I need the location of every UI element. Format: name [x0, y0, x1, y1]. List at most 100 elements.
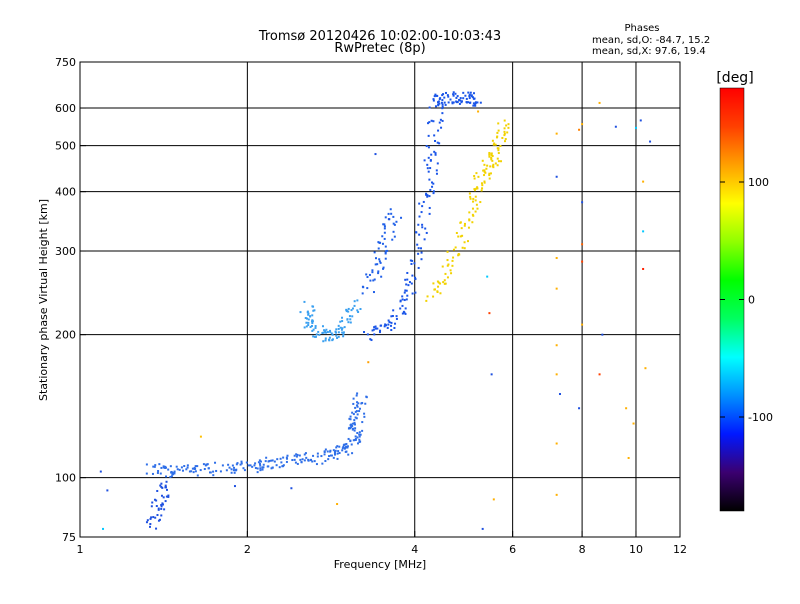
trace-point [382, 267, 385, 270]
scatter-point [555, 175, 558, 178]
trace-point [347, 307, 350, 310]
trace-point [161, 502, 164, 505]
trace-point [421, 223, 424, 226]
trace-point [433, 95, 436, 98]
trace-point [496, 135, 499, 138]
trace-point [336, 452, 339, 455]
trace-point [230, 468, 233, 471]
trace-point [497, 129, 500, 132]
trace-point [167, 468, 170, 471]
trace-point [488, 153, 491, 156]
trace-point [346, 446, 349, 449]
trace-point [167, 494, 170, 497]
trace-point [489, 172, 492, 175]
trace-point [456, 95, 459, 98]
trace-point [374, 327, 377, 330]
trace-point [356, 299, 359, 302]
trace-point [172, 473, 175, 476]
trace-point [460, 227, 463, 230]
trace-point [403, 291, 406, 294]
trace-point [313, 309, 316, 312]
trace-point [314, 325, 317, 328]
trace-point [418, 233, 421, 236]
trace-point [356, 309, 359, 312]
x-axis-label: Frequency [MHz] [334, 558, 426, 571]
trace-point [159, 484, 162, 487]
trace-point [340, 328, 343, 331]
trace-point [324, 460, 327, 463]
trace-point [354, 427, 357, 430]
trace-point [475, 203, 478, 206]
trace-point [507, 123, 510, 126]
trace-point [393, 235, 396, 238]
trace-point [494, 162, 497, 165]
trace-point [473, 174, 476, 177]
trace-point [427, 146, 430, 149]
trace-point [426, 167, 429, 170]
trace-point [356, 442, 359, 445]
trace-point [433, 134, 436, 137]
scatter-point [555, 344, 558, 347]
trace-point [330, 332, 333, 335]
y-tick-label: 400 [55, 186, 76, 199]
trace-point [323, 453, 326, 456]
trace-point [386, 249, 389, 252]
trace-point [295, 453, 298, 456]
trace-point [490, 154, 493, 157]
trace-point [384, 245, 387, 248]
trace-point [383, 237, 386, 240]
trace-point [359, 433, 362, 436]
trace-point [459, 221, 462, 224]
trace-point [338, 452, 341, 455]
scatter-point [644, 367, 647, 370]
trace-point [468, 93, 471, 96]
trace-point [451, 259, 454, 262]
trace-point [361, 429, 364, 432]
trace-point [345, 442, 348, 445]
trace-point [149, 517, 152, 520]
trace-point [457, 254, 460, 257]
trace-point [459, 97, 462, 100]
trace-point [443, 282, 446, 285]
trace-point [254, 462, 257, 465]
trace-point [415, 231, 418, 234]
trace-point [377, 247, 380, 250]
trace-point [474, 199, 477, 202]
trace-point [393, 223, 396, 226]
trace-point [348, 315, 351, 318]
trace-point [156, 471, 159, 474]
trace-point [305, 321, 308, 324]
trace-point [278, 466, 281, 469]
x-tick-label: 1 [77, 543, 84, 556]
trace-point [145, 463, 148, 466]
scatter-point [555, 287, 558, 290]
trace-point [377, 241, 380, 244]
trace-point [503, 132, 506, 135]
stats-line-o: mean, sd,O: -84.7, 15.2 [592, 35, 710, 46]
trace-point [247, 464, 250, 467]
trace-point [497, 160, 500, 163]
trace-point [473, 177, 476, 180]
trace-point [435, 172, 438, 175]
scatter-point [199, 435, 202, 438]
trace-point [351, 411, 354, 414]
trace-point [437, 104, 440, 107]
trace-point [454, 92, 457, 95]
trace-point [470, 95, 473, 98]
trace-point [479, 101, 482, 104]
trace-point [355, 417, 358, 420]
y-axis-label: Stationary phase Virtual Height [km] [37, 199, 50, 401]
trace-point [349, 321, 352, 324]
trace-point [485, 167, 488, 170]
trace-point [339, 320, 342, 323]
trace-point [157, 470, 160, 473]
trace-point [286, 457, 289, 460]
trace-point [356, 392, 359, 395]
y-tick-label: 100 [55, 472, 76, 485]
trace-point [324, 448, 327, 451]
trace-point [176, 468, 179, 471]
trace-point [317, 330, 320, 333]
trace-point [337, 327, 340, 330]
trace-point [401, 298, 404, 301]
trace-point [426, 295, 429, 298]
